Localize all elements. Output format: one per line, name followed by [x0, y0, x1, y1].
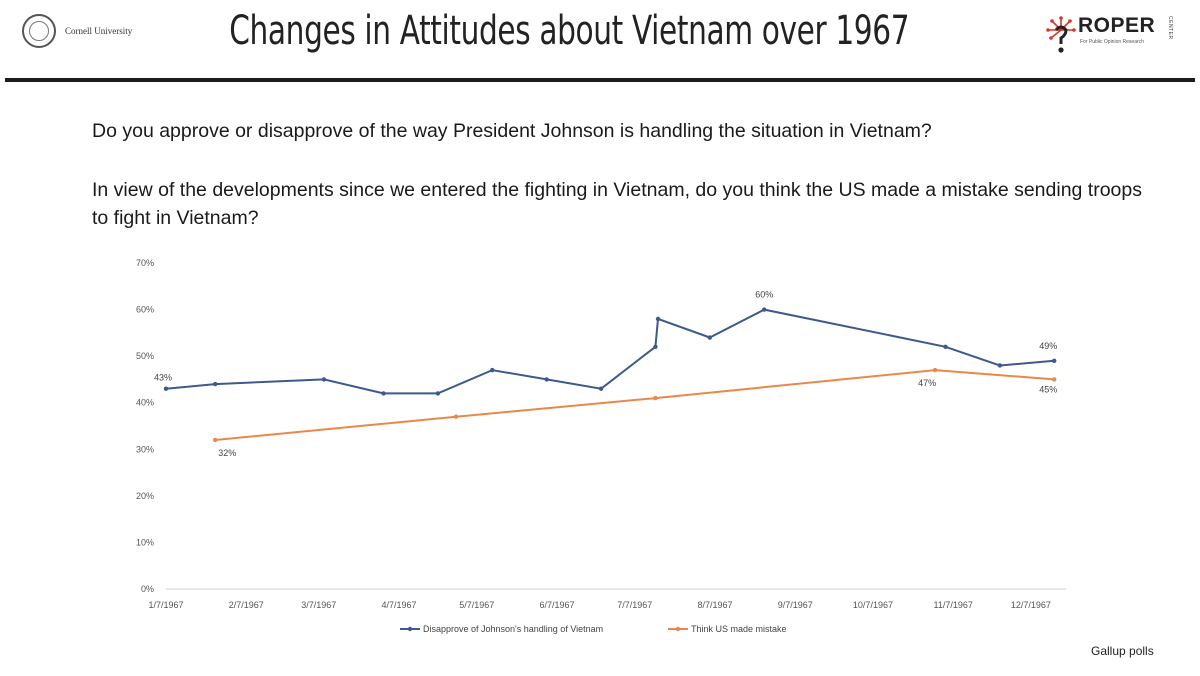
data-point	[435, 391, 441, 396]
question-approval: Do you approve or disapprove of the way …	[92, 120, 932, 142]
data-point	[453, 414, 459, 419]
data-label: 60%	[755, 290, 773, 300]
x-tick-label: 8/7/1967	[697, 600, 732, 610]
data-point	[213, 381, 218, 387]
y-tick-label: 20%	[136, 491, 154, 501]
data-point	[653, 344, 658, 350]
data-label: 32%	[218, 448, 236, 458]
legend-label: Think US made mistake	[691, 624, 787, 634]
x-tick-label: 1/7/1967	[148, 600, 183, 610]
slide-title: Changes in Attitudes about Vietnam over …	[229, 8, 910, 54]
y-tick-label: 70%	[136, 258, 154, 268]
data-point	[213, 437, 218, 443]
data-point	[163, 386, 169, 391]
x-tick-label: 9/7/1967	[778, 600, 813, 610]
x-tick-label: 7/7/1967	[617, 600, 652, 610]
data-label: 49%	[1039, 341, 1057, 351]
data-point	[707, 335, 713, 340]
data-point	[1052, 377, 1057, 382]
y-tick-label: 40%	[136, 398, 154, 408]
y-tick-label: 30%	[136, 444, 154, 454]
cornell-logo-text: Cornell University	[65, 26, 133, 36]
data-point	[598, 386, 604, 391]
data-point	[997, 363, 1003, 368]
header-divider	[5, 78, 1195, 82]
data-point	[544, 377, 549, 382]
x-tick-label: 10/7/1967	[853, 600, 893, 610]
cornell-seal-icon	[22, 14, 56, 48]
data-point	[943, 344, 948, 350]
x-tick-label: 6/7/1967	[540, 600, 575, 610]
roper-logo: ROPER CENTER For Public Opinion Research	[1044, 14, 1174, 56]
x-tick-label: 12/7/1967	[1011, 600, 1051, 610]
x-tick-label: 3/7/1967	[301, 600, 336, 610]
roper-logo-vertical: CENTER	[1167, 16, 1173, 40]
data-label: 47%	[918, 378, 936, 388]
roper-logo-subtitle: For Public Opinion Research	[1080, 39, 1144, 45]
data-point	[490, 367, 495, 373]
y-tick-label: 50%	[136, 351, 154, 361]
source-note: Gallup polls	[1091, 644, 1154, 658]
question-mistake: In view of the developments since we ent…	[92, 179, 1143, 229]
cornell-logo: Cornell University	[22, 14, 132, 48]
slide-header: Cornell University Changes in Attitudes …	[0, 0, 1200, 80]
data-point	[655, 316, 661, 322]
legend-label: Disapprove of Johnson's handling of Viet…	[423, 624, 603, 634]
data-point	[932, 367, 938, 373]
y-tick-label: 60%	[136, 305, 154, 315]
roper-logo-text: ROPER	[1078, 14, 1156, 37]
data-point	[381, 391, 386, 396]
roper-burst-icon	[1046, 16, 1076, 53]
legend-marker	[675, 626, 681, 632]
y-tick-label: 10%	[136, 537, 154, 547]
x-tick-label: 5/7/1967	[459, 600, 494, 610]
data-label: 45%	[1039, 384, 1057, 394]
x-tick-label: 2/7/1967	[229, 600, 264, 610]
x-tick-label: 4/7/1967	[382, 600, 417, 610]
data-label: 43%	[154, 373, 172, 383]
x-tick-label: 11/7/1967	[934, 600, 973, 610]
y-tick-label: 0%	[141, 584, 154, 594]
data-point	[321, 377, 327, 382]
data-point	[653, 395, 658, 401]
data-point	[761, 307, 767, 312]
data-point	[1052, 358, 1057, 363]
legend-marker	[407, 626, 413, 632]
